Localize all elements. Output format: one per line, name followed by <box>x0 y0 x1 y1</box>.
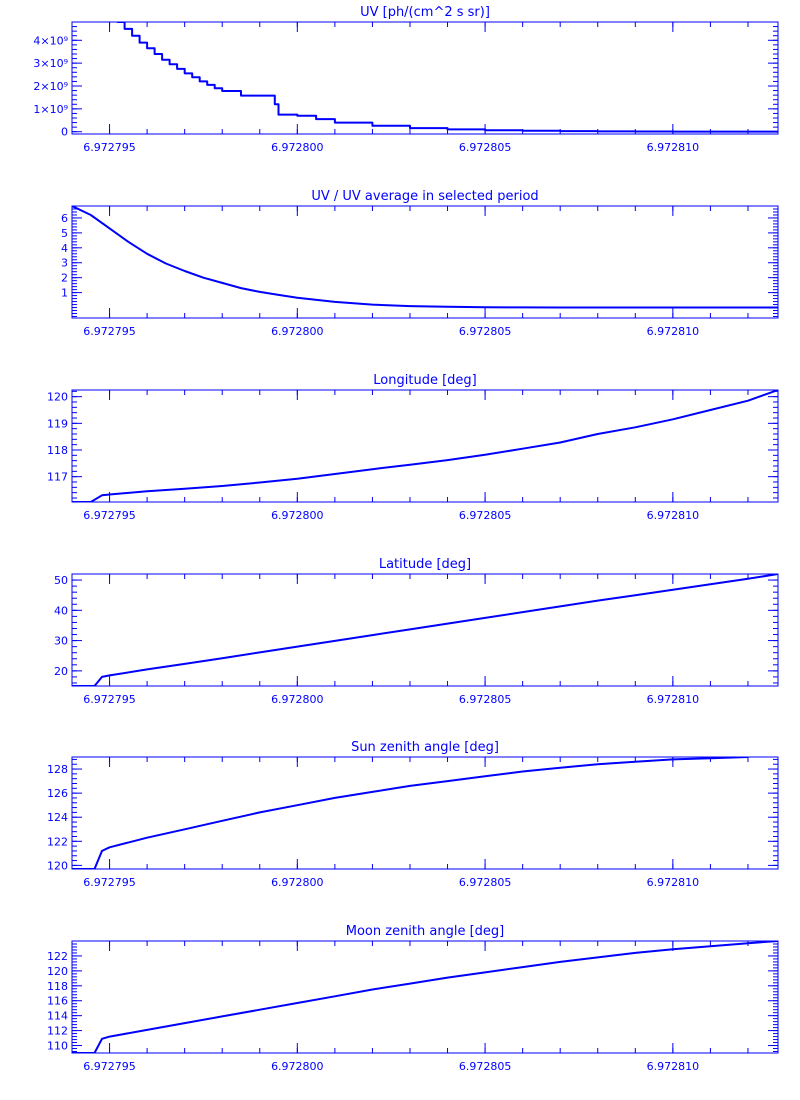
x-tick-label: 6.972800 <box>271 141 324 154</box>
x-tick-label: 6.972800 <box>271 509 324 522</box>
y-tick-label: 50 <box>54 574 68 587</box>
y-tick-label: 119 <box>47 417 68 430</box>
y-tick-label: 30 <box>54 635 68 648</box>
plot-frame <box>71 389 779 503</box>
y-tick-label: 126 <box>47 787 68 800</box>
series-line <box>72 757 749 869</box>
x-tick-label: 6.972810 <box>647 876 700 889</box>
series-line <box>72 941 778 1053</box>
plot-frame <box>71 21 779 135</box>
x-tick-label: 6.972805 <box>459 876 512 889</box>
y-tick-label: 118 <box>47 980 68 993</box>
y-tick-label: 3 <box>61 257 68 270</box>
plot-frame <box>71 205 779 319</box>
panel-3: Longitude [deg] 117 118 119 120 6.972795 6.972… <box>47 373 779 522</box>
x-tick-label: 6.972800 <box>271 693 324 706</box>
series-line <box>117 22 778 133</box>
y-tick-label: 40 <box>54 604 68 617</box>
x-tick-label: 6.972805 <box>459 693 512 706</box>
x-tick-label: 6.972795 <box>83 141 136 154</box>
y-tick-label: 4×10⁹ <box>33 34 68 47</box>
x-tick-label: 6.972795 <box>83 876 136 889</box>
chart-title: Latitude [deg] <box>379 557 471 572</box>
chart-title: Moon zenith angle [deg] <box>346 924 504 939</box>
chart-title: UV / UV average in selected period <box>311 189 538 204</box>
y-tick-label: 2 <box>61 272 68 285</box>
x-tick-label: 6.972795 <box>83 693 136 706</box>
x-tick-label: 6.972810 <box>647 141 700 154</box>
x-tick-label: 6.972810 <box>647 1060 700 1073</box>
series-line <box>72 206 778 309</box>
x-tick-label: 6.972795 <box>83 1060 136 1073</box>
x-tick-label: 6.972795 <box>83 509 136 522</box>
y-tick-label: 5 <box>61 227 68 240</box>
y-tick-label: 112 <box>47 1025 68 1038</box>
panel-1: UV [ph/(cm^2 s sr)] 0 1×10⁹ 2×10⁹ 3×10⁹ 4×10⁹… <box>33 5 779 154</box>
y-tick-label: 114 <box>47 1010 68 1023</box>
panel-6: Moon zenith angle [deg] 110 112 114 116 118 12… <box>47 924 779 1073</box>
x-tick-label: 6.972800 <box>271 876 324 889</box>
x-tick-label: 6.972800 <box>271 325 324 338</box>
panel-4: Latitude [deg] 20 30 40 50 6.972795 6.972800 6.… <box>54 557 779 706</box>
panel-2: UV / UV average in selected period 1 2 3 4 5 6… <box>61 189 779 338</box>
y-tick-label: 1 <box>61 287 68 300</box>
x-tick-label: 6.972795 <box>83 325 136 338</box>
y-tick-label: 117 <box>47 471 68 484</box>
y-tick-label: 116 <box>47 995 68 1008</box>
x-tick-label: 6.972810 <box>647 509 700 522</box>
y-tick-label: 0 <box>61 126 68 139</box>
y-tick-label: 128 <box>47 763 68 776</box>
x-tick-label: 6.972810 <box>647 325 700 338</box>
y-tick-label: 120 <box>47 859 68 872</box>
chart-title: Sun zenith angle [deg] <box>351 740 499 755</box>
y-tick-label: 4 <box>61 242 68 255</box>
y-tick-label: 124 <box>47 811 68 824</box>
panel-5: Sun zenith angle [deg] 120 122 124 126 128 6.9… <box>47 740 779 889</box>
chart-title: Longitude [deg] <box>373 373 476 388</box>
y-tick-label: 3×10⁹ <box>33 57 68 70</box>
x-tick-label: 6.972805 <box>459 325 512 338</box>
y-tick-label: 2×10⁹ <box>33 80 68 93</box>
series-line <box>72 574 778 686</box>
x-tick-label: 6.972810 <box>647 693 700 706</box>
y-tick-label: 110 <box>47 1040 68 1053</box>
y-tick-label: 120 <box>47 391 68 404</box>
y-tick-label: 118 <box>47 444 68 457</box>
y-tick-label: 120 <box>47 965 68 978</box>
x-tick-label: 6.972805 <box>459 1060 512 1073</box>
x-tick-label: 6.972805 <box>459 141 512 154</box>
series-line <box>72 390 778 502</box>
plot-frame <box>71 940 779 1054</box>
plot-frame <box>71 573 779 687</box>
plot-frame <box>71 756 779 870</box>
y-tick-label: 20 <box>54 665 68 678</box>
y-tick-label: 1×10⁹ <box>33 103 68 116</box>
x-tick-label: 6.972800 <box>271 1060 324 1073</box>
x-tick-label: 6.972805 <box>459 509 512 522</box>
y-tick-label: 6 <box>61 212 68 225</box>
y-tick-label: 122 <box>47 835 68 848</box>
chart-title: UV [ph/(cm^2 s sr)] <box>360 5 490 20</box>
y-tick-label: 122 <box>47 950 68 963</box>
